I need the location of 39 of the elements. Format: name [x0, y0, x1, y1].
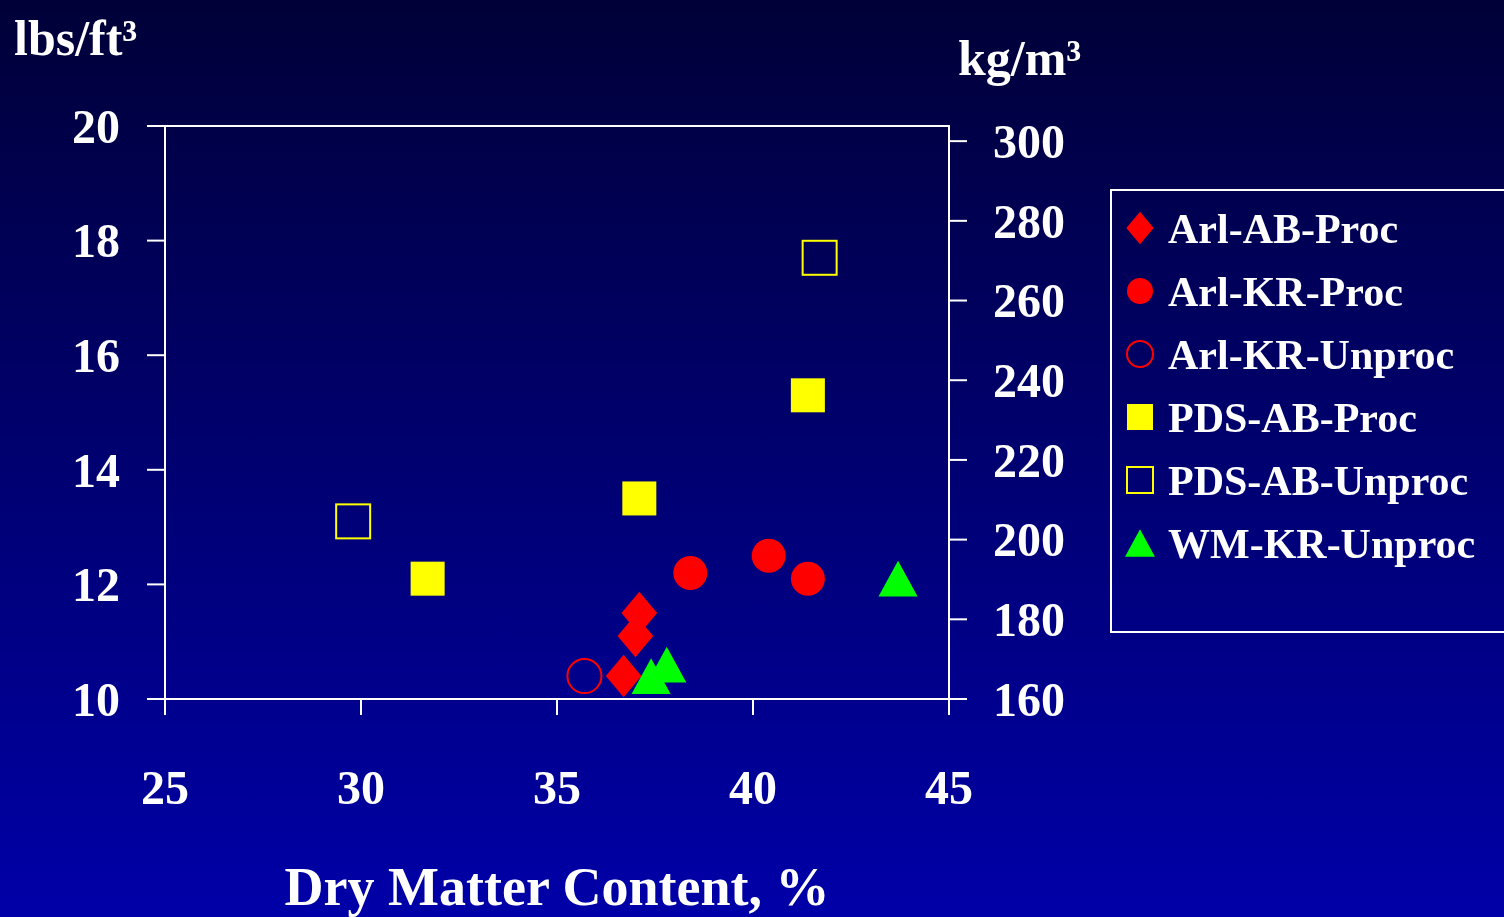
point [878, 560, 918, 597]
y2-tick-label: 160 [993, 672, 1065, 726]
legend-label: Arl-KR-Proc [1168, 268, 1403, 315]
y2-tick-label: 180 [993, 593, 1065, 647]
point [790, 561, 825, 596]
point [622, 481, 657, 516]
y-tick-label: 10 [72, 672, 120, 726]
y2-tick-label: 220 [993, 433, 1065, 487]
y2-axis-title: kg/m³ [958, 30, 1082, 86]
y-tick-label: 12 [72, 558, 120, 612]
y2-tick-label: 260 [993, 274, 1065, 328]
y-tick-label: 14 [72, 443, 120, 497]
point [566, 658, 603, 695]
x-tick-label: 40 [729, 761, 777, 814]
y-tick-label: 18 [72, 214, 120, 268]
x-tick-label: 25 [141, 761, 189, 814]
point [335, 503, 372, 540]
point [751, 538, 786, 573]
legend-label: Arl-AB-Proc [1168, 205, 1399, 252]
point [801, 239, 838, 276]
legend-label: Arl-KR-Unproc [1168, 331, 1455, 378]
x-tick-label: 30 [337, 761, 385, 814]
x-axis-title: Dry Matter Content, % [284, 857, 830, 917]
y2-tick-label: 280 [993, 194, 1065, 248]
y-tick-label: 16 [72, 329, 120, 382]
legend-label: WM-KR-Unproc [1168, 520, 1476, 567]
point [673, 555, 708, 590]
y2-tick-label: 200 [993, 513, 1065, 567]
legend-label: PDS-AB-Unproc [1168, 457, 1469, 504]
y-tick-label: 20 [72, 99, 120, 153]
y-axis-title: lbs/ft³ [14, 10, 138, 66]
x-tick-label: 45 [925, 761, 973, 814]
point [790, 378, 825, 413]
x-tick-label: 35 [533, 761, 581, 814]
point [605, 654, 642, 698]
point [410, 561, 445, 596]
legend-label: PDS-AB-Proc [1168, 394, 1417, 441]
y2-tick-label: 240 [993, 354, 1065, 408]
y2-tick-label: 300 [993, 114, 1065, 168]
